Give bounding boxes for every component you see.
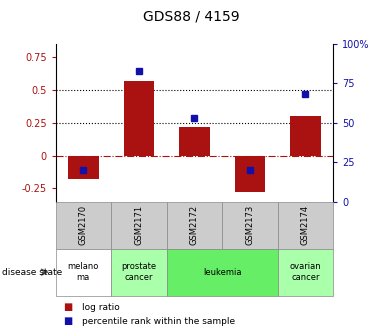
Bar [56, 202, 111, 249]
Text: log ratio: log ratio [82, 303, 120, 312]
Text: prostate
cancer: prostate cancer [121, 262, 156, 282]
Text: ovarian
cancer: ovarian cancer [290, 262, 321, 282]
Text: GSM2170: GSM2170 [79, 205, 88, 245]
Bar [167, 202, 222, 249]
Bar [124, 81, 154, 156]
Text: melano
ma: melano ma [68, 262, 99, 282]
Bar [235, 156, 265, 193]
Text: disease state: disease state [2, 268, 62, 277]
Text: ■: ■ [63, 316, 72, 326]
Text: GSM2171: GSM2171 [134, 205, 143, 245]
Bar [222, 202, 278, 249]
Text: leukemia: leukemia [203, 268, 241, 277]
Bar [179, 127, 210, 156]
Text: ■: ■ [63, 302, 72, 312]
Bar [56, 249, 111, 296]
Text: GSM2173: GSM2173 [246, 205, 254, 245]
Text: GSM2172: GSM2172 [190, 205, 199, 245]
Bar [111, 202, 167, 249]
Text: GSM2174: GSM2174 [301, 205, 310, 245]
Bar [278, 202, 333, 249]
Bar [290, 116, 321, 156]
Bar [167, 249, 278, 296]
Text: GDS88 / 4159: GDS88 / 4159 [143, 9, 240, 24]
Bar [111, 249, 167, 296]
Bar [68, 156, 98, 179]
Bar [278, 249, 333, 296]
Text: percentile rank within the sample: percentile rank within the sample [82, 317, 236, 326]
